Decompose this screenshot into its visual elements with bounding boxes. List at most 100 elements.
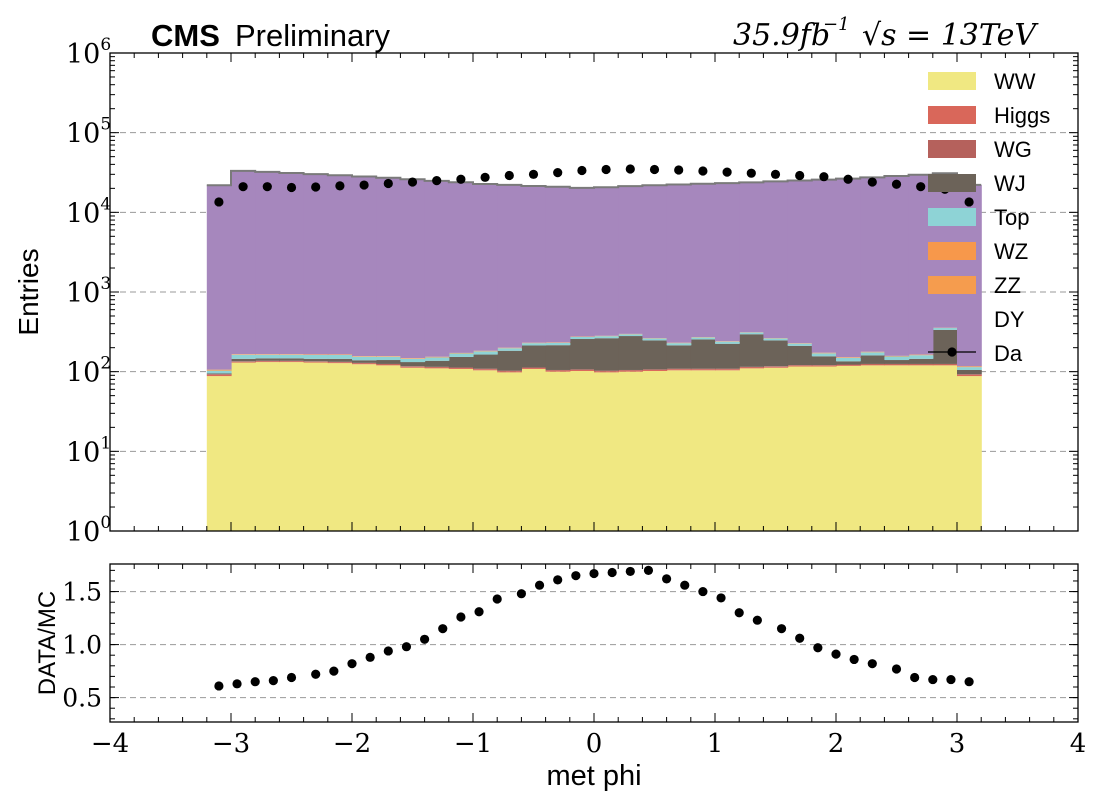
bar-ww xyxy=(715,370,740,531)
ratio-points xyxy=(214,565,974,691)
bar-dy xyxy=(327,175,353,355)
bar-ww xyxy=(255,362,280,531)
ratio-point xyxy=(438,624,448,634)
bar-ww xyxy=(690,370,716,531)
bar-higgs xyxy=(787,365,813,367)
legend-label-data: Da xyxy=(994,341,1023,366)
bar-wj xyxy=(569,339,595,370)
legend: WW Higgs WG WJ Top WZ ZZ DY Da xyxy=(928,69,1050,366)
ratio-point xyxy=(474,607,484,617)
bar-wg xyxy=(642,369,668,370)
x-tick-label: 1 xyxy=(707,729,724,759)
data-point xyxy=(916,182,926,192)
data-point xyxy=(480,172,490,182)
ratio-point xyxy=(964,677,974,687)
bar-wg xyxy=(206,374,232,375)
preliminary-label: Preliminary xyxy=(235,18,391,53)
bar-dy xyxy=(811,179,837,353)
bar-dy xyxy=(666,184,692,343)
bar-wj xyxy=(690,339,716,369)
bar-ww xyxy=(739,368,764,531)
bar-wg xyxy=(352,362,377,364)
bar-wg xyxy=(376,363,401,365)
data-point xyxy=(577,165,587,176)
bar-wg xyxy=(860,363,885,365)
bar-higgs xyxy=(569,369,595,371)
y-axis-label-entries: Entries xyxy=(13,248,44,335)
legend-swatch-wj xyxy=(928,174,976,192)
bar-wj xyxy=(327,358,353,362)
bar-higgs xyxy=(763,366,789,368)
bar-ww xyxy=(811,366,837,531)
bar-wg xyxy=(957,374,982,375)
bar-higgs xyxy=(424,367,450,369)
data-point xyxy=(891,179,902,189)
data-point xyxy=(746,168,756,178)
bar-ww xyxy=(594,372,619,531)
ratio-point xyxy=(776,624,787,634)
ratio-point xyxy=(680,580,690,590)
bar-wj xyxy=(231,358,256,362)
bar-ww xyxy=(400,367,426,531)
data-point xyxy=(262,182,272,192)
bar-wj xyxy=(666,345,692,369)
ratio-point xyxy=(625,566,635,577)
ratio-point xyxy=(643,565,654,575)
bar-top xyxy=(255,354,280,359)
bar-wg xyxy=(327,361,353,363)
ratio-point xyxy=(286,672,297,683)
data-point xyxy=(795,170,805,181)
bar-higgs xyxy=(908,364,934,366)
bar-dy xyxy=(497,184,522,348)
data-point xyxy=(528,169,539,179)
legend-swatch-top xyxy=(928,208,976,226)
bar-wg xyxy=(545,369,571,371)
bar-wg xyxy=(715,368,740,370)
ratio-panel-grid xyxy=(110,591,1078,699)
data-point xyxy=(311,182,321,192)
bar-dy xyxy=(739,182,764,333)
legend-marker-data xyxy=(947,347,957,357)
bar-wj xyxy=(424,360,450,367)
bar-dy xyxy=(715,183,740,342)
bar-top xyxy=(424,357,450,361)
x-tick-label: 3 xyxy=(949,729,966,759)
bar-higgs xyxy=(255,361,280,363)
ratio-point xyxy=(891,664,902,674)
data-point xyxy=(770,169,781,179)
bar-wg xyxy=(521,367,547,369)
bar-top xyxy=(618,334,643,337)
bar-wj xyxy=(255,358,280,361)
bar-top xyxy=(642,338,668,341)
bar-dy xyxy=(545,186,571,343)
bar-higgs xyxy=(739,367,764,369)
bar-dy xyxy=(303,174,329,355)
top-panel-ticks: 100 101 102 103 104 105 106 xyxy=(66,35,1079,548)
bar-wz xyxy=(206,369,232,371)
ratio-point xyxy=(250,677,260,687)
bar-ww xyxy=(569,370,595,531)
data-point xyxy=(601,164,611,175)
ratio-point xyxy=(571,571,581,581)
bar-top xyxy=(303,354,329,359)
legend-label-wj: WJ xyxy=(994,171,1026,196)
bar-dy xyxy=(569,187,595,337)
bar-wg xyxy=(303,361,329,362)
bar-higgs xyxy=(811,365,837,367)
bar-dy xyxy=(376,177,401,357)
bar-wj xyxy=(545,345,571,370)
top-panel-frame xyxy=(109,52,1079,532)
bar-top xyxy=(448,353,474,357)
ratio-point xyxy=(329,666,339,676)
ratio-point xyxy=(795,633,805,643)
legend-swatch-zz xyxy=(928,276,976,294)
bar-ww xyxy=(473,370,498,531)
bar-top xyxy=(473,351,498,355)
bar-dy xyxy=(448,182,474,353)
bar-wg xyxy=(594,370,619,372)
x-tick-label: −4 xyxy=(91,729,129,759)
bar-wg xyxy=(448,367,474,369)
bar-higgs xyxy=(231,361,256,363)
x-axis-label: met phi xyxy=(546,760,641,792)
bar-ww xyxy=(908,365,934,531)
